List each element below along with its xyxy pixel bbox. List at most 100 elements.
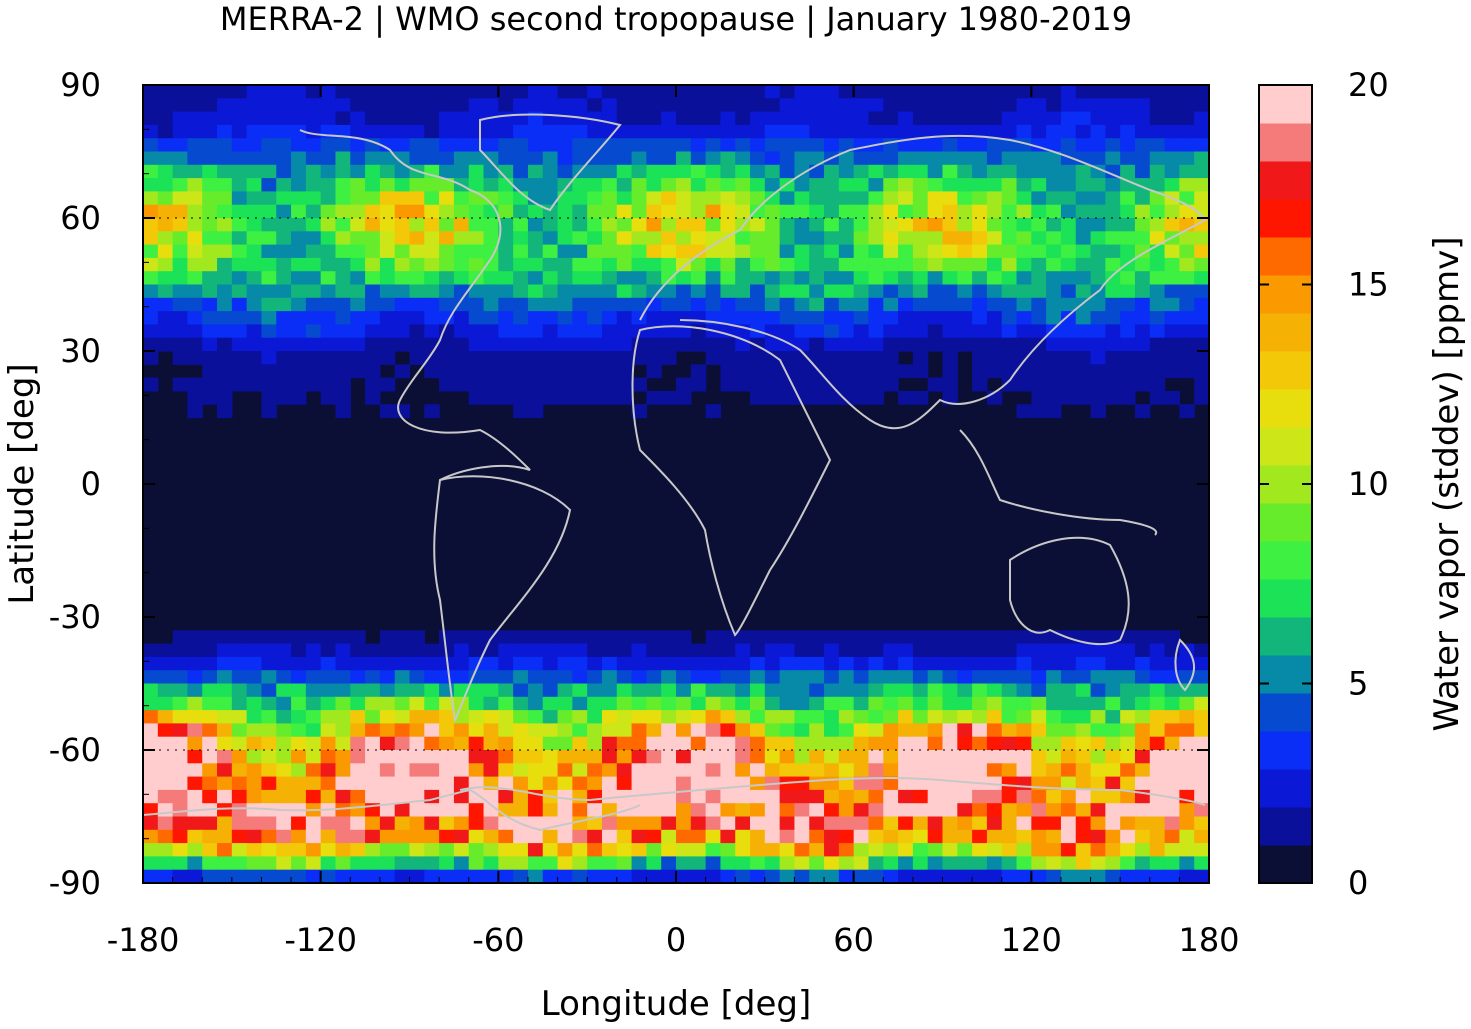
heatmap-cell — [217, 164, 233, 179]
heatmap-cell — [1090, 377, 1106, 392]
heatmap-cell — [853, 218, 870, 232]
heatmap-cell — [483, 311, 499, 325]
heatmap-cell — [320, 244, 337, 259]
heatmap-cell — [1016, 85, 1032, 99]
heatmap-cell — [735, 829, 751, 844]
heatmap-cell — [646, 178, 662, 192]
heatmap-cell — [527, 351, 544, 365]
heatmap-cell — [631, 763, 647, 778]
heatmap-cell — [527, 763, 544, 778]
heatmap-cell — [379, 151, 396, 166]
heatmap-cell — [453, 643, 470, 658]
heatmap-cell — [735, 736, 751, 751]
heatmap-cell — [572, 723, 588, 738]
heatmap-cell — [261, 164, 277, 179]
heatmap-cell — [720, 337, 736, 352]
heatmap-cell — [202, 138, 218, 153]
heatmap-cell — [1164, 337, 1180, 352]
heatmap-cell — [779, 856, 796, 871]
heatmap-cell — [483, 869, 499, 883]
heatmap-cell — [527, 231, 544, 246]
heatmap-cell — [1060, 244, 1077, 259]
heatmap-cell — [1031, 244, 1047, 259]
heatmap-cell — [809, 816, 825, 831]
heatmap-cell — [365, 763, 381, 778]
heatmap-cell — [261, 191, 277, 206]
heatmap-cell — [883, 696, 899, 711]
heatmap-cell — [276, 191, 292, 206]
heatmap-cell — [350, 869, 366, 883]
heatmap-cell — [305, 178, 322, 192]
heatmap-cell — [1134, 151, 1151, 166]
heatmap-cell — [409, 829, 425, 844]
heatmap-cell — [231, 803, 248, 818]
heatmap-cell — [838, 178, 855, 192]
heatmap-cell — [794, 98, 810, 113]
heatmap-cell — [853, 178, 870, 192]
heatmap-cell — [335, 736, 351, 751]
colorbar-band — [1259, 389, 1312, 428]
heatmap-cell — [365, 670, 381, 685]
y-tick-label: -30 — [49, 598, 101, 636]
heatmap-cell — [202, 231, 218, 246]
heatmap-cell — [394, 643, 411, 658]
heatmap-cell — [735, 257, 751, 272]
heatmap-cell — [1105, 683, 1121, 698]
heatmap-cell — [631, 723, 647, 738]
heatmap-cell — [172, 869, 189, 883]
heatmap-cell — [1060, 683, 1077, 698]
heatmap-cell — [735, 776, 751, 791]
heatmap-cell — [231, 789, 248, 804]
heatmap-cell — [276, 204, 292, 219]
heatmap-cell — [143, 670, 159, 685]
heatmap-cell — [1060, 803, 1077, 818]
heatmap-cell — [424, 816, 440, 831]
heatmap-cell — [1194, 776, 1209, 791]
heatmap-cell — [261, 803, 277, 818]
heatmap-cell — [542, 191, 559, 206]
heatmap-cell — [542, 364, 559, 379]
heatmap-cell — [1134, 696, 1151, 711]
heatmap-cell — [616, 776, 633, 791]
heatmap-cell — [720, 311, 736, 325]
heatmap-cell — [927, 670, 944, 685]
heatmap-cell — [246, 364, 263, 379]
heatmap-cell — [439, 164, 455, 179]
heatmap-cell — [1194, 231, 1209, 246]
heatmap-cell — [143, 856, 159, 871]
heatmap-cell — [527, 377, 544, 392]
heatmap-cell — [335, 111, 351, 126]
heatmap-cell — [912, 856, 929, 871]
heatmap-cell — [379, 297, 396, 312]
heatmap-cell — [1179, 111, 1195, 126]
x-tick-label: 0 — [666, 921, 686, 959]
heatmap-cell — [276, 98, 292, 113]
heatmap-cell — [379, 284, 396, 299]
heatmap-cell — [705, 736, 722, 751]
heatmap-cell — [557, 656, 573, 671]
heatmap-cell — [1194, 643, 1209, 658]
heatmap-cell — [1016, 111, 1032, 126]
heatmap-cell — [157, 204, 174, 219]
heatmap-cell — [1075, 364, 1092, 379]
heatmap-cell — [764, 683, 781, 698]
heatmap-cell — [513, 723, 529, 738]
heatmap-cell — [942, 803, 958, 818]
heatmap-cell — [794, 191, 810, 206]
heatmap-cell — [898, 324, 914, 339]
heatmap-cell — [809, 776, 825, 791]
heatmap-cell — [1149, 869, 1166, 883]
heatmap-cell — [305, 138, 322, 153]
heatmap-cell — [527, 271, 544, 286]
heatmap-cell — [1075, 829, 1092, 844]
heatmap-cell — [439, 630, 455, 645]
heatmap-cell — [720, 151, 736, 166]
heatmap-cell — [853, 656, 870, 671]
heatmap-cell — [986, 257, 1003, 272]
heatmap-cell — [646, 111, 662, 126]
heatmap-cell — [927, 111, 944, 126]
heatmap-cell — [661, 124, 677, 139]
heatmap-cell — [676, 776, 692, 791]
colorbar-band — [1259, 427, 1312, 466]
heatmap-cell — [276, 178, 292, 192]
